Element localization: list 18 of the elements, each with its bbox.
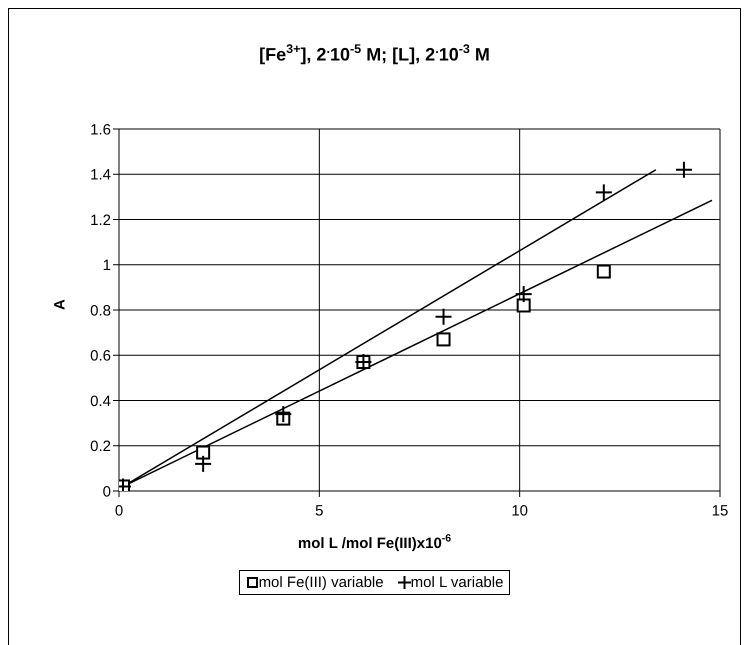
y-tick-label: 1 — [102, 257, 111, 274]
legend-label: mol Fe(III) variable — [258, 574, 384, 592]
y-tick-label: 0.8 — [90, 302, 111, 320]
x-tick-label: 0 — [114, 502, 124, 520]
y-tick-label: 0 — [102, 483, 111, 500]
y-tick-label: 1.4 — [90, 166, 111, 184]
x-tick-label: 10 — [511, 502, 528, 520]
y-tick-label: 0.4 — [90, 392, 111, 410]
y-tick-label: 0.6 — [90, 348, 111, 365]
x-axis-title: mol L /mol Fe(III)x10$^{-6}$ — [298, 533, 452, 552]
x-tick-label: 5 — [315, 502, 324, 520]
legend-label: mol L variable — [410, 574, 504, 592]
y-tick-label: 1.2 — [90, 212, 111, 229]
y-axis-title: A — [51, 299, 68, 310]
chart-title: [Fe$^{3+}$], 2$^{.}$10$^{-5}$ M; [L], 2$^{.}$10$^{-3}$ M — [259, 42, 490, 65]
y-tick-label: 1.6 — [90, 121, 111, 138]
y-tick-label: 0.2 — [90, 438, 111, 456]
x-tick-label: 15 — [712, 502, 728, 520]
